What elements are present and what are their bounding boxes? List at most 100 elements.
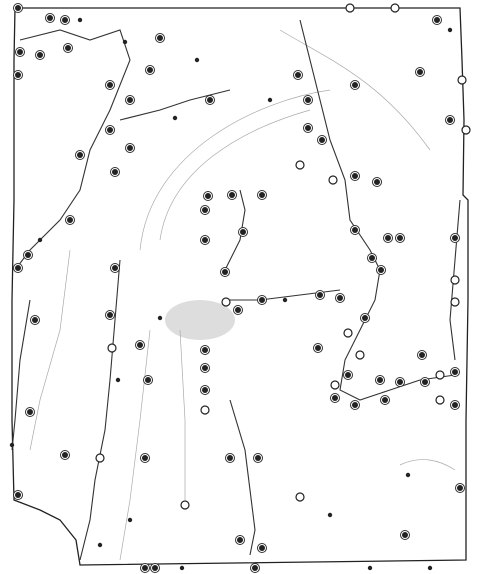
station-marker [435, 395, 445, 405]
station-marker [202, 207, 208, 213]
station-marker [221, 297, 231, 307]
station-marker [452, 402, 458, 408]
station-marker [222, 269, 228, 275]
station-marker [422, 379, 428, 385]
station-marker [179, 565, 185, 571]
station-marker [47, 15, 53, 21]
station-marker [202, 347, 208, 353]
station-marker [378, 267, 384, 273]
station-marker [452, 235, 458, 241]
station-marker [112, 169, 118, 175]
station-marker [435, 370, 445, 380]
station-marker [157, 35, 163, 41]
station-marker [402, 532, 408, 538]
station-marker [328, 175, 338, 185]
station-marker [62, 452, 68, 458]
station-marker [295, 160, 305, 170]
station-marker [457, 485, 463, 491]
station-marker [352, 227, 358, 233]
station-marker [15, 265, 21, 271]
station-marker [461, 125, 471, 135]
stations [9, 3, 471, 573]
terrain-shading [139, 29, 431, 340]
station-marker [345, 3, 355, 13]
station-marker [330, 380, 340, 390]
station-marker [295, 72, 301, 78]
station-marker [205, 193, 211, 199]
station-marker [343, 328, 353, 338]
station-marker [15, 5, 21, 11]
station-marker [352, 173, 358, 179]
station-marker [37, 52, 43, 58]
station-marker [237, 537, 243, 543]
rivers [11, 19, 461, 561]
station-marker [267, 97, 273, 103]
river [224, 189, 246, 271]
station-marker [369, 255, 375, 261]
station-marker [319, 137, 325, 143]
station-marker [327, 512, 333, 518]
shaded-area [165, 300, 235, 340]
station-marker [107, 343, 117, 353]
station-marker [385, 235, 391, 241]
station-marker [367, 565, 373, 571]
station-marker [77, 17, 83, 23]
station-marker [452, 369, 458, 375]
station-marker [27, 409, 33, 415]
station-marker [447, 27, 453, 33]
station-marker [194, 57, 200, 63]
station-marker [122, 39, 128, 45]
station-marker [65, 45, 71, 51]
station-marker [97, 542, 103, 548]
station-marker [95, 453, 105, 463]
station-marker [142, 455, 148, 461]
contour [159, 109, 311, 241]
station-marker [252, 565, 258, 571]
station-marker [352, 82, 358, 88]
station-marker [419, 352, 425, 358]
stream [179, 329, 186, 500]
station-marker [147, 67, 153, 73]
stream [399, 459, 456, 471]
station-marker [355, 350, 365, 360]
station-marker [37, 237, 43, 243]
station-marker [240, 229, 246, 235]
station-marker [112, 265, 118, 271]
station-marker [127, 517, 133, 523]
station-marker [137, 342, 143, 348]
station-marker [127, 145, 133, 151]
station-marker [15, 492, 21, 498]
station-marker [15, 72, 21, 78]
station-marker [352, 402, 358, 408]
river [14, 29, 131, 271]
station-marker [427, 565, 433, 571]
station-marker [332, 395, 338, 401]
station-marker [374, 179, 380, 185]
station-marker [450, 275, 460, 285]
station-marker [180, 500, 190, 510]
station-marker [305, 125, 311, 131]
station-marker [67, 217, 73, 223]
state-border [11, 7, 469, 566]
station-marker [397, 235, 403, 241]
station-marker [32, 317, 38, 323]
station-marker [315, 345, 321, 351]
station-marker [202, 365, 208, 371]
station-marker [337, 295, 343, 301]
contour [279, 29, 431, 151]
station-marker [282, 297, 288, 303]
station-marker [17, 49, 23, 55]
station-marker [305, 97, 311, 103]
station-marker [202, 387, 208, 393]
station-marker [145, 377, 151, 383]
station-marker [142, 565, 148, 571]
station-marker [377, 377, 383, 383]
station-marker [25, 252, 31, 258]
station-marker [259, 297, 265, 303]
station-marker [207, 97, 213, 103]
river [11, 299, 31, 451]
station-marker [417, 69, 423, 75]
station-marker [200, 405, 210, 415]
station-marker [259, 192, 265, 198]
